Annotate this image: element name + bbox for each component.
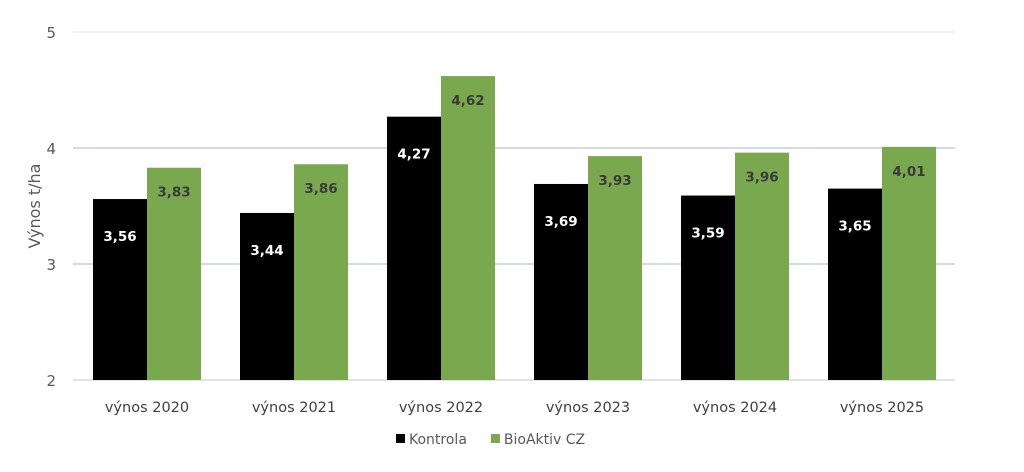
data-label: 3,59	[691, 226, 724, 242]
y-axis-ticks: 2 3 4 5	[46, 24, 56, 390]
bar-kontrola	[534, 183, 588, 380]
bar-kontrola	[828, 188, 882, 380]
bar-bioaktiv-cz	[147, 167, 201, 380]
data-label: 3,44	[250, 243, 283, 259]
data-label: 3,65	[838, 219, 871, 235]
y-axis-label: Výnos t/ha	[25, 164, 44, 249]
y-tick-label: 5	[46, 24, 56, 42]
x-tick-label: výnos 2021	[252, 400, 336, 416]
y-tick-label: 3	[46, 256, 56, 274]
data-label: 3,86	[304, 181, 337, 197]
bar-kontrola	[93, 199, 147, 380]
data-label: 3,96	[745, 170, 778, 186]
data-label: 4,01	[892, 164, 925, 180]
bar-bioaktiv-cz	[294, 164, 348, 380]
data-label: 3,69	[544, 214, 577, 230]
data-label: 4,62	[451, 93, 484, 109]
y-tick-label: 2	[46, 372, 56, 390]
x-tick-label: výnos 2025	[840, 400, 924, 416]
x-tick-label: výnos 2020	[105, 400, 189, 416]
data-label: 3,56	[103, 229, 136, 245]
x-tick-label: výnos 2023	[546, 400, 630, 416]
bar-bioaktiv-cz	[882, 146, 936, 380]
x-tick-label: výnos 2024	[693, 400, 777, 416]
legend-swatch	[396, 434, 405, 443]
data-label: 4,27	[397, 147, 430, 163]
legend: Kontrola BioAktiv CZ	[396, 432, 585, 448]
gridlines	[73, 31, 955, 381]
x-axis-ticks: výnos 2020 výnos 2021 výnos 2022 výnos 2023…	[105, 400, 924, 416]
legend-label: BioAktiv CZ	[504, 432, 585, 448]
bar-kontrola	[681, 195, 735, 380]
legend-label: Kontrola	[409, 432, 467, 448]
y-tick-label: 4	[46, 140, 56, 158]
data-label: 3,83	[157, 185, 190, 201]
bar-kontrola	[387, 116, 441, 381]
bar-bioaktiv-cz	[735, 152, 789, 380]
bar-bioaktiv-cz	[588, 156, 642, 380]
bar-kontrola	[240, 212, 294, 380]
bars: 3,56 3,83 3,44 3,86 4,27 4,62 3,69 3,93 3,59 3,96…	[93, 76, 936, 381]
legend-swatch	[490, 434, 500, 443]
data-label: 3,93	[598, 173, 631, 189]
x-tick-label: výnos 2022	[399, 400, 483, 416]
bar-bioaktiv-cz	[441, 76, 495, 380]
